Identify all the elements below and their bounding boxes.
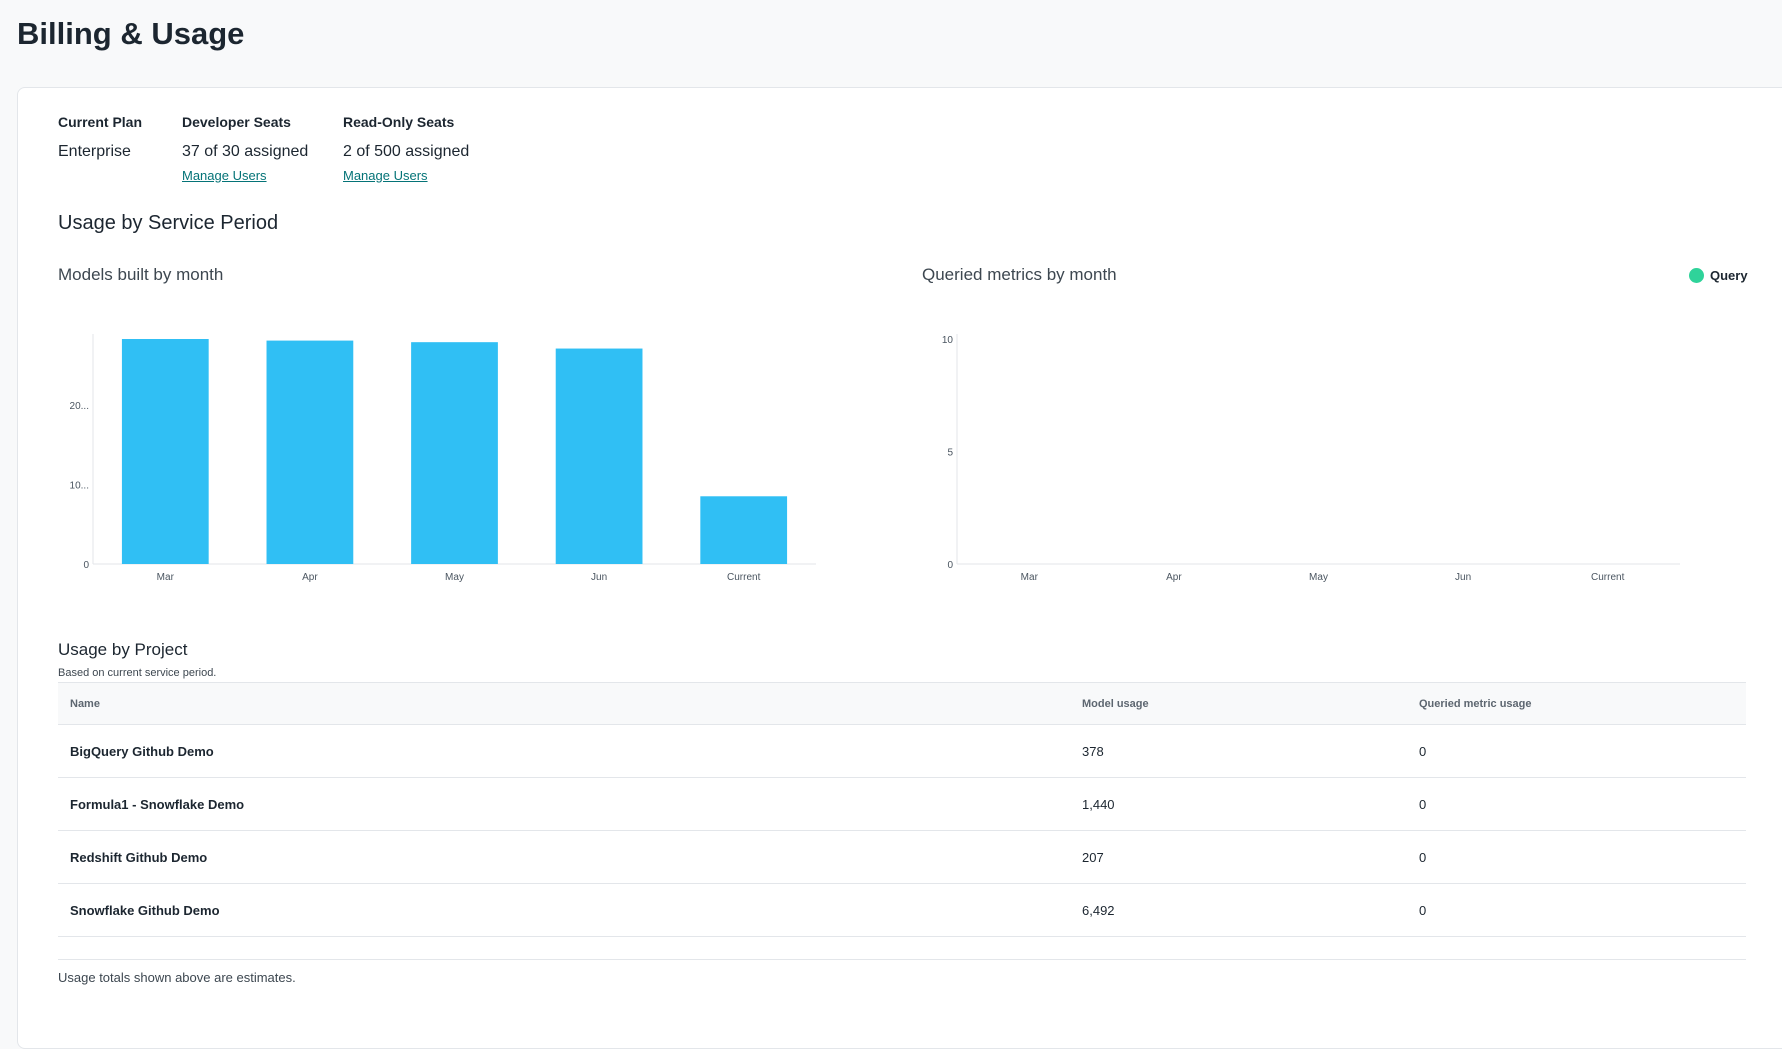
table-row[interactable]: Redshift Github Demo 207 0 xyxy=(58,830,1746,884)
column-header-name[interactable]: Name xyxy=(58,682,1082,725)
column-header-model-usage[interactable]: Model usage xyxy=(1082,682,1419,725)
x-tick-label: Current xyxy=(727,572,761,583)
charts-svg: 0 10... 20... Mar Apr May Jun Current 0 5 10 Mar Apr… xyxy=(70,334,1680,583)
cell-queried-metric-usage: 0 xyxy=(1419,830,1746,884)
legend-label: Query xyxy=(1710,268,1748,283)
y-tick-label: 20... xyxy=(70,401,89,412)
page-title: Billing & Usage xyxy=(17,16,245,51)
cell-queried-metric-usage: 0 xyxy=(1419,777,1746,831)
x-tick-label: Apr xyxy=(302,572,318,583)
current-plan-value: Enterprise xyxy=(58,143,131,160)
table-row[interactable]: BigQuery Github Demo 378 0 xyxy=(58,724,1746,778)
y-tick-label: 10 xyxy=(942,335,954,346)
chart-legend: Query xyxy=(1689,268,1748,283)
y-tick-label: 10... xyxy=(70,480,89,491)
project-usage-table: Name Model usage Queried metric usage Bi… xyxy=(58,682,1746,937)
x-tick-label: May xyxy=(1309,572,1328,583)
readonly-seats-value: 2 of 500 assigned xyxy=(343,143,470,160)
developer-seats-value: 37 of 30 assigned xyxy=(182,143,309,160)
cell-model-usage: 207 xyxy=(1082,830,1419,884)
cell-model-usage: 378 xyxy=(1082,724,1419,778)
bar-may xyxy=(411,342,498,564)
readonly-manage-users-link[interactable]: Manage Users xyxy=(343,168,428,183)
cell-name: BigQuery Github Demo xyxy=(58,724,1082,778)
current-plan-label: Current Plan xyxy=(58,114,143,130)
footer-note: Usage totals shown above are estimates. xyxy=(58,970,296,985)
x-tick-label: Current xyxy=(1591,572,1625,583)
service-period-heading: Usage by Service Period xyxy=(58,212,279,234)
x-tick-label: Jun xyxy=(591,572,607,583)
cell-name: Formula1 - Snowflake Demo xyxy=(58,777,1082,831)
bar-mar xyxy=(121,339,209,564)
cell-model-usage: 1,440 xyxy=(1082,777,1419,831)
project-subtitle: Based on current service period. xyxy=(58,667,217,679)
models-chart-title: Models built by month xyxy=(58,265,224,284)
cell-name: Redshift Github Demo xyxy=(58,830,1082,884)
readonly-seats-label: Read-Only Seats xyxy=(343,114,455,130)
x-tick-label: Mar xyxy=(1021,572,1039,583)
cell-model-usage: 6,492 xyxy=(1082,883,1419,937)
x-tick-label: Jun xyxy=(1455,572,1471,583)
x-tick-label: May xyxy=(445,572,464,583)
bar-jun xyxy=(555,348,643,564)
cell-queried-metric-usage: 0 xyxy=(1419,724,1746,778)
y-tick-label: 5 xyxy=(947,448,953,459)
developer-manage-users-link[interactable]: Manage Users xyxy=(182,168,267,183)
cell-name: Snowflake Github Demo xyxy=(58,883,1082,937)
table-divider xyxy=(58,959,1746,960)
developer-seats-label: Developer Seats xyxy=(182,114,291,130)
table-row[interactable]: Formula1 - Snowflake Demo 1,440 0 xyxy=(58,777,1746,831)
legend-dot-icon xyxy=(1689,268,1704,283)
table-row[interactable]: Snowflake Github Demo 6,492 0 xyxy=(58,883,1746,937)
y-tick-label: 0 xyxy=(947,560,953,571)
x-tick-label: Mar xyxy=(157,572,175,583)
x-tick-label: Apr xyxy=(1166,572,1182,583)
table-header-row: Name Model usage Queried metric usage xyxy=(58,682,1746,725)
bar-current xyxy=(700,496,788,564)
column-header-queried-metric-usage[interactable]: Queried metric usage xyxy=(1419,682,1746,725)
project-heading: Usage by Project xyxy=(58,640,188,659)
metrics-chart-title: Queried metrics by month xyxy=(922,265,1117,284)
bar-apr xyxy=(266,340,354,564)
cell-queried-metric-usage: 0 xyxy=(1419,883,1746,937)
y-tick-label: 0 xyxy=(83,560,89,571)
